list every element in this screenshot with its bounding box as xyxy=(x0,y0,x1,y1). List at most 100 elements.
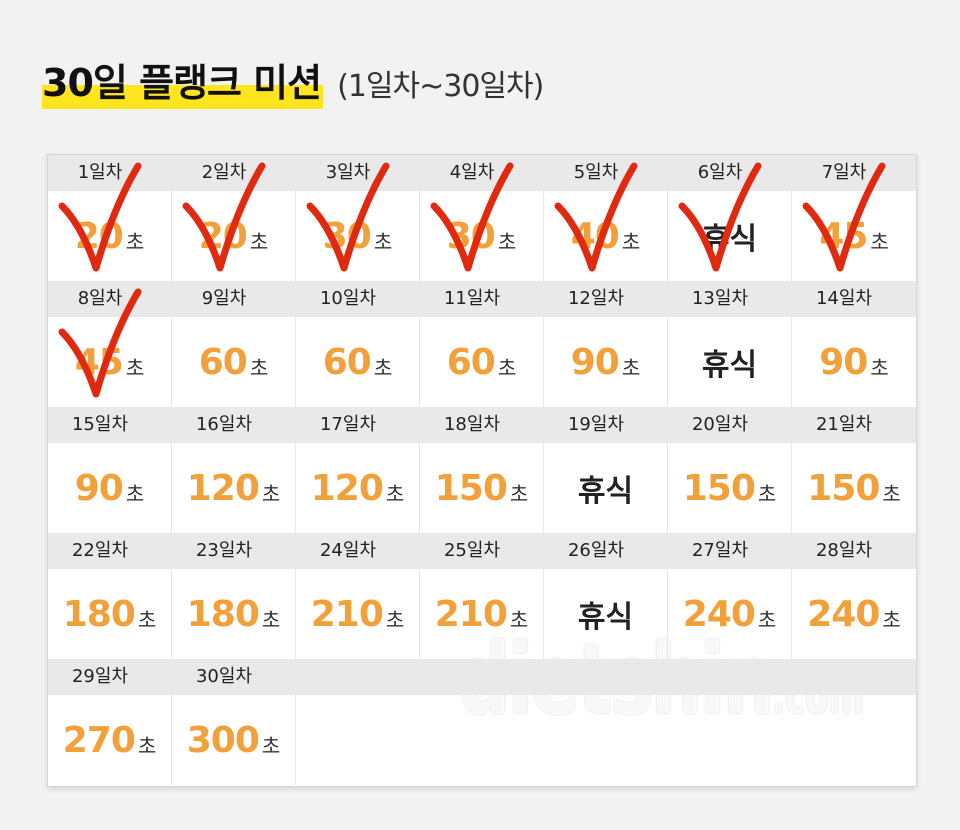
duration-value: 300 xyxy=(186,719,260,761)
day-cell: 90 초 xyxy=(544,317,668,407)
day-label: 6일차 xyxy=(668,155,792,191)
day-label: 23일차 xyxy=(172,533,296,569)
duration-unit: 초 xyxy=(757,607,777,632)
day-label: 21일차 xyxy=(792,407,916,443)
empty-label-strip xyxy=(296,659,916,695)
duration-value: 45 xyxy=(74,341,124,383)
day-cell: 60 초 xyxy=(420,317,544,407)
duration-value: 45 xyxy=(819,215,868,257)
duration-value: 150 xyxy=(807,467,880,509)
duration-unit: 초 xyxy=(385,607,405,632)
duration-value: 150 xyxy=(682,467,756,509)
mission-calendar-grid: dietshin.com 1일차20초2일차20초3일차30초4일차30초5일차… xyxy=(47,154,917,787)
duration-value: 120 xyxy=(310,467,384,509)
day-label: 16일차 xyxy=(172,407,296,443)
day-label: 30일차 xyxy=(172,659,296,695)
duration-value: 40 xyxy=(570,215,620,257)
duration-value: 90 xyxy=(74,467,124,509)
day-cell: 270 초 xyxy=(48,695,172,785)
day-label: 17일차 xyxy=(296,407,420,443)
day-label: 29일차 xyxy=(48,659,172,695)
day-label: 24일차 xyxy=(296,533,420,569)
day-label: 4일차 xyxy=(420,155,544,191)
duration-value: 60 xyxy=(198,341,248,383)
day-label: 25일차 xyxy=(420,533,544,569)
day-cell: 150 초 xyxy=(420,443,544,533)
day-label: 1일차 xyxy=(48,155,172,191)
day-label: 3일차 xyxy=(296,155,420,191)
duration-unit: 초 xyxy=(261,481,281,506)
duration-unit: 초 xyxy=(757,481,777,506)
day-cell: 휴식 xyxy=(668,317,792,407)
day-label: 9일차 xyxy=(172,281,296,317)
duration-unit: 초 xyxy=(882,607,901,632)
day-cell: 90 초 xyxy=(792,317,916,407)
duration-value: 90 xyxy=(819,341,868,383)
page-subtitle: (1일차~30일차) xyxy=(337,69,544,104)
duration-value: 30 xyxy=(446,215,496,257)
duration-unit: 초 xyxy=(125,481,145,506)
day-cell: 150 초 xyxy=(668,443,792,533)
duration-unit: 초 xyxy=(373,229,393,254)
day-label: 10일차 xyxy=(296,281,420,317)
day-cell: 45 초 xyxy=(792,191,916,281)
day-label: 13일차 xyxy=(668,281,792,317)
duration-unit: 초 xyxy=(509,481,529,506)
duration-unit: 초 xyxy=(621,355,641,380)
rest-day-text: 휴식 xyxy=(577,474,634,509)
day-label: 26일차 xyxy=(544,533,668,569)
duration-value: 240 xyxy=(807,593,880,635)
day-cell: 20 초 xyxy=(48,191,172,281)
duration-value: 60 xyxy=(446,341,496,383)
day-cell: 210 초 xyxy=(420,569,544,659)
day-cell: 휴식 xyxy=(544,569,668,659)
day-cell: 90 초 xyxy=(48,443,172,533)
day-cell: 120 초 xyxy=(296,443,420,533)
day-label: 11일차 xyxy=(420,281,544,317)
day-label: 7일차 xyxy=(792,155,916,191)
day-cell: 휴식 xyxy=(544,443,668,533)
rest-day-text: 휴식 xyxy=(701,348,758,383)
rest-day-text: 휴식 xyxy=(701,222,758,257)
duration-unit: 초 xyxy=(882,481,901,506)
duration-unit: 초 xyxy=(373,355,393,380)
day-cell: 30 초 xyxy=(420,191,544,281)
day-label: 15일차 xyxy=(48,407,172,443)
duration-unit: 초 xyxy=(137,607,157,632)
duration-value: 20 xyxy=(74,215,124,257)
duration-unit: 초 xyxy=(870,229,889,254)
duration-value: 210 xyxy=(310,593,384,635)
duration-unit: 초 xyxy=(137,733,157,758)
day-label: 19일차 xyxy=(544,407,668,443)
day-label: 14일차 xyxy=(792,281,916,317)
day-cell: 300 초 xyxy=(172,695,296,785)
duration-unit: 초 xyxy=(497,355,517,380)
duration-value: 120 xyxy=(186,467,260,509)
day-label: 12일차 xyxy=(544,281,668,317)
day-cell: 210 초 xyxy=(296,569,420,659)
day-cell: 180 초 xyxy=(172,569,296,659)
duration-value: 240 xyxy=(682,593,756,635)
day-cell: 120 초 xyxy=(172,443,296,533)
duration-unit: 초 xyxy=(497,229,517,254)
duration-unit: 초 xyxy=(125,355,145,380)
duration-unit: 초 xyxy=(249,355,269,380)
day-label: 5일차 xyxy=(544,155,668,191)
duration-value: 30 xyxy=(322,215,372,257)
rest-day-text: 휴식 xyxy=(577,600,634,635)
duration-unit: 초 xyxy=(261,733,281,758)
duration-unit: 초 xyxy=(125,229,145,254)
day-cell: 30 초 xyxy=(296,191,420,281)
day-label: 27일차 xyxy=(668,533,792,569)
duration-value: 270 xyxy=(62,719,136,761)
day-cell: 40 초 xyxy=(544,191,668,281)
duration-value: 150 xyxy=(434,467,508,509)
page-title: 30일 플랭크 미션 xyxy=(42,52,324,109)
duration-unit: 초 xyxy=(509,607,529,632)
duration-unit: 초 xyxy=(621,229,641,254)
duration-value: 20 xyxy=(198,215,248,257)
day-label: 20일차 xyxy=(668,407,792,443)
duration-unit: 초 xyxy=(249,229,269,254)
day-cell: 240 초 xyxy=(668,569,792,659)
day-label: 8일차 xyxy=(48,281,172,317)
